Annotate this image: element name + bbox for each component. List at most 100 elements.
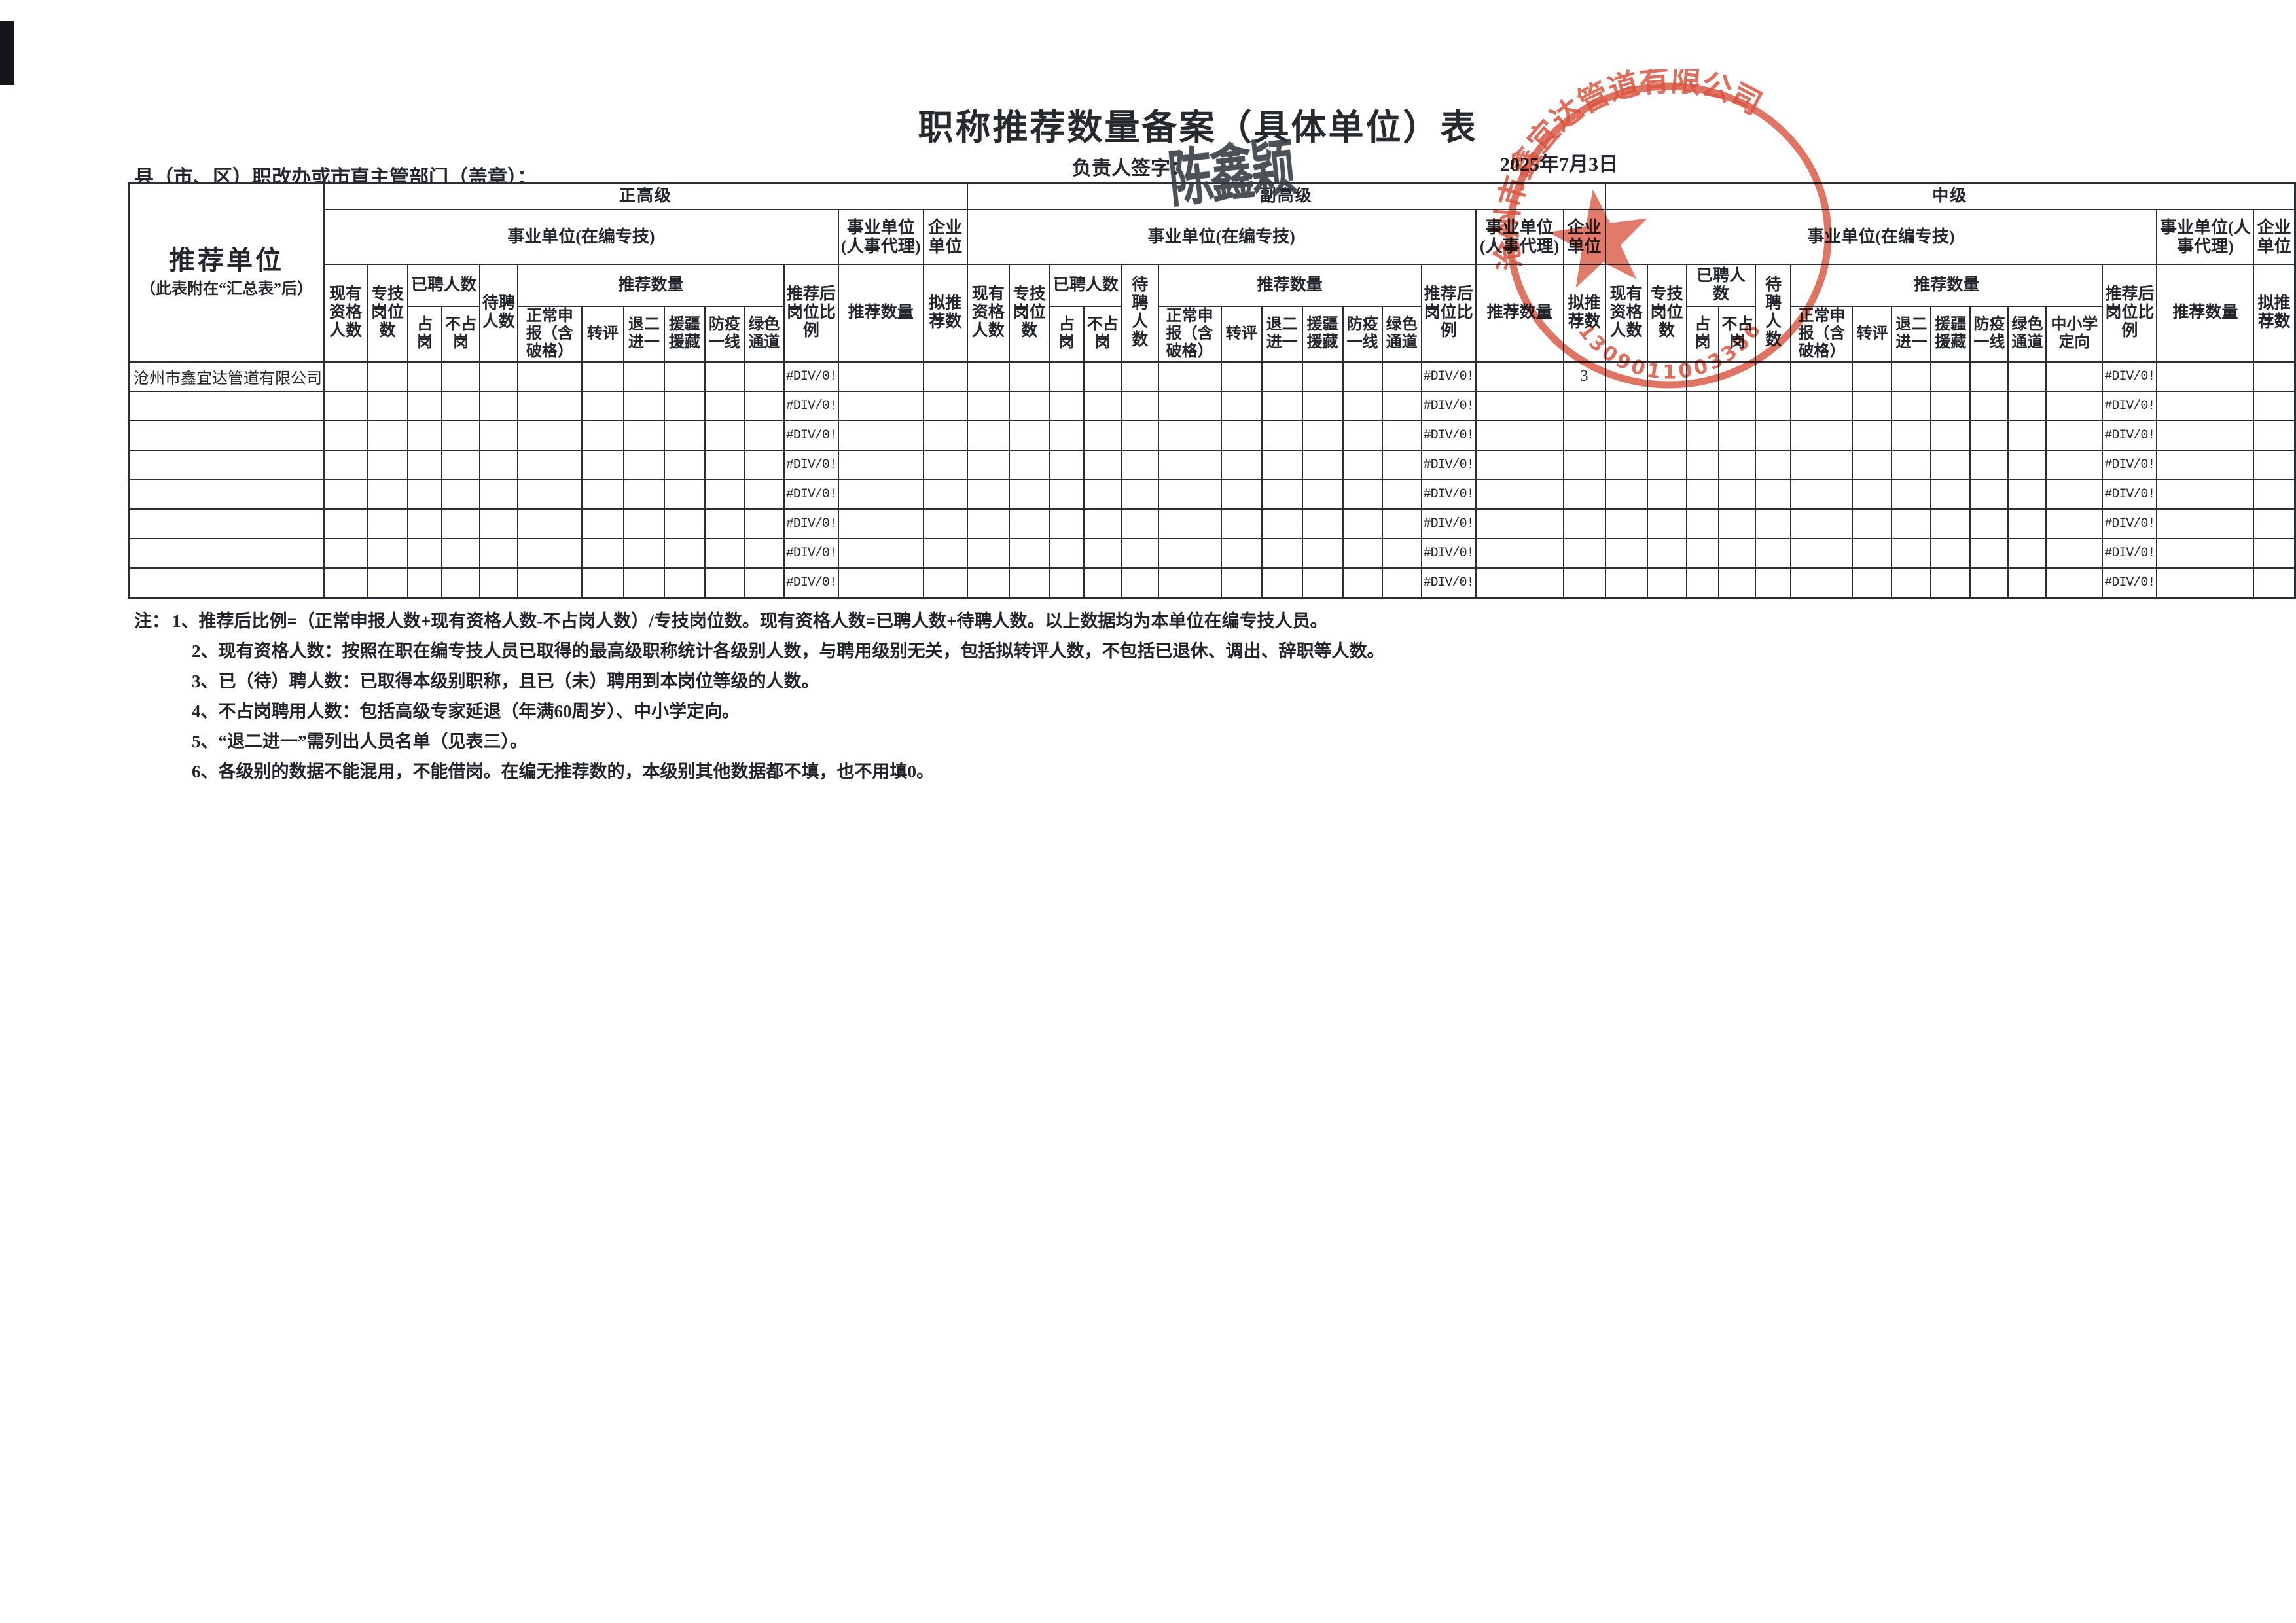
senior-org-onstaff-header: 事业单位(在编专技): [323, 209, 839, 265]
cell-senior-transfer-r5: [581, 508, 624, 539]
cell-vice-proposed-r3: [1562, 449, 1606, 480]
cell-vice-not_occupied-r6: [1083, 537, 1122, 569]
cell-vice-epidemic-r2: [1342, 419, 1383, 451]
cell-unit-r5: [128, 508, 325, 539]
cell-vice-epidemic-r7: [1342, 567, 1383, 599]
cell-mid-xinjiang-r1: [1930, 390, 1971, 421]
cell-mid-occupied-r2: [1685, 419, 1720, 451]
cell-unit-r2: [128, 419, 325, 451]
cell-senior-retire2-r0: [622, 361, 665, 392]
cell-senior-existing-r4: [323, 478, 368, 510]
cell-mid-not_occupied-r1: [1718, 390, 1757, 421]
cell-mid-normal-r0: [1790, 361, 1854, 392]
cell-mid-green-r2: [2007, 419, 2047, 451]
cell-mid-transfer-r0: [1852, 361, 1893, 392]
cell-vice-transfer-r2: [1220, 419, 1263, 451]
vice-agency-qty-header: 推荐数量: [1475, 264, 1564, 363]
cell-senior-proposed-r7: [922, 567, 968, 599]
cell-senior-retire2-r1: [622, 390, 665, 421]
cell-mid-ratio-r6: #DIV/0!: [2102, 537, 2158, 569]
cell-senior-agency_qty-r7: [837, 567, 924, 599]
cell-vice-ratio-r5: #DIV/0!: [1420, 508, 1477, 539]
cell-vice-xinjiang-r7: [1301, 567, 1344, 599]
cell-senior-xinjiang-r3: [663, 449, 706, 480]
cell-vice-occupied-r7: [1049, 567, 1085, 599]
cell-mid-ratio-r4: #DIV/0!: [2102, 478, 2158, 510]
senior-occupied-header: 占岗: [406, 306, 442, 363]
cell-mid-waiting-r6: [1755, 537, 1792, 569]
mid-proposed-header: 拟推荐数: [2253, 264, 2296, 363]
cell-mid-existing-r1: [1604, 390, 1648, 421]
cell-mid-existing-r4: [1604, 478, 1648, 510]
cell-mid-retire2-r6: [1891, 537, 1932, 569]
vice-org-onstaff-header: 事业单位(在编专技): [966, 209, 1477, 265]
cell-unit-r6: [128, 537, 325, 569]
cell-senior-waiting-r4: [478, 478, 518, 510]
cell-vice-ratio-r7: #DIV/0!: [1420, 567, 1477, 599]
cell-mid-existing-r3: [1604, 449, 1648, 480]
recommendation-quota-table: 推荐单位 （此表附在“汇总表”后） 正高级 副高级 中级 事业单位(在编专技) …: [128, 182, 2296, 599]
mid-hired-header: 已聘人数: [1685, 264, 1757, 307]
cell-senior-post-r3: [366, 449, 408, 480]
note-line: 4、不占岗聘用人数：包括高级专家延退（年满60周岁）、中小学定向。: [192, 696, 1385, 726]
cell-vice-proposed-r5: [1562, 508, 1606, 539]
cell-senior-transfer-r7: [581, 567, 624, 599]
cell-mid-green-r6: [2007, 537, 2047, 569]
cell-mid-normal-r3: [1790, 449, 1854, 480]
header-row-leafs: 占岗 不占岗 正常申报（含破格） 转评 退二进一 援疆援藏 防疫一线 绿色通道 …: [129, 306, 2295, 363]
cell-mid-transfer-r7: [1852, 567, 1893, 599]
cell-senior-normal-r3: [516, 449, 583, 480]
cell-senior-normal-r4: [516, 478, 583, 510]
cell-mid-retire2-r4: [1891, 478, 1932, 510]
cell-mid-ratio-r3: #DIV/0!: [2102, 449, 2158, 480]
cell-vice-normal-r7: [1157, 567, 1222, 599]
cell-senior-transfer-r6: [581, 537, 624, 569]
cell-vice-transfer-r7: [1220, 567, 1263, 599]
vice-hired-header: 已聘人数: [1049, 264, 1122, 307]
cell-mid-normal-r7: [1790, 567, 1854, 599]
cell-vice-transfer-r0: [1220, 361, 1263, 392]
cell-mid-ratio-r1: #DIV/0!: [2102, 390, 2158, 421]
cell-mid-agency_qty-r2: [2156, 419, 2255, 451]
cell-vice-retire2-r5: [1261, 508, 1303, 539]
vice-proposed-header: 拟推荐数: [1562, 264, 1606, 363]
cell-senior-agency_qty-r0: [837, 361, 924, 392]
cell-vice-not_occupied-r3: [1083, 449, 1122, 480]
mid-epidemic-header: 防疫一线: [1969, 306, 2009, 363]
cell-mid-proposed-r4: [2253, 478, 2296, 510]
cell-mid-school-r4: [2045, 478, 2104, 510]
cell-unit-r0: 沧州市鑫宜达管道有限公司: [128, 361, 325, 392]
senior-org-agency-header: 事业单位(人事代理): [837, 209, 924, 265]
note-text-5: 5、“退二进一”需列出人员名单（见表三）。: [192, 732, 528, 751]
cell-vice-existing-r0: [966, 361, 1010, 392]
cell-vice-green-r0: [1381, 361, 1422, 392]
cell-senior-green-r3: [743, 449, 785, 480]
cell-senior-green-r4: [743, 478, 785, 510]
senior-waiting-header: 待聘人数: [478, 264, 518, 363]
cell-vice-proposed-r7: [1562, 567, 1606, 599]
cell-vice-green-r5: [1381, 508, 1422, 539]
cell-senior-proposed-r0: [922, 361, 968, 392]
mid-school-header: 中小学定向: [2045, 306, 2104, 363]
table-row: #DIV/0! #DIV/0! #DIV/0!: [128, 478, 2296, 510]
cell-senior-normal-r7: [516, 567, 583, 599]
signer-label: 负责人签字：: [1072, 158, 1190, 179]
cell-mid-retire2-r0: [1891, 361, 1932, 392]
cell-mid-not_occupied-r3: [1718, 449, 1757, 480]
cell-vice-agency_qty-r2: [1475, 419, 1564, 451]
senior-hired-header: 已聘人数: [406, 264, 480, 307]
cell-mid-proposed-r3: [2253, 449, 2296, 480]
cell-mid-agency_qty-r5: [2156, 508, 2255, 539]
note-line: 6、各级别的数据不能混用，不能借岗。在编无推荐数的，本级别其他数据都不填，也不用…: [192, 757, 1385, 787]
cell-senior-green-r6: [743, 537, 785, 569]
table-row: #DIV/0! #DIV/0! #DIV/0!: [128, 419, 2296, 451]
handwritten-signature: 陈鑫颖: [1165, 134, 1297, 215]
cell-vice-not_occupied-r1: [1083, 390, 1122, 421]
cell-senior-agency_qty-r3: [837, 449, 924, 480]
senior-ratio-header: 推荐后岗位比例: [783, 264, 839, 363]
cell-vice-epidemic-r5: [1342, 508, 1383, 539]
vice-normal-header: 正常申报（含破格）: [1157, 306, 1222, 363]
cell-senior-transfer-r3: [581, 449, 624, 480]
cell-senior-existing-r3: [323, 449, 368, 480]
cell-vice-not_occupied-r4: [1083, 478, 1122, 510]
